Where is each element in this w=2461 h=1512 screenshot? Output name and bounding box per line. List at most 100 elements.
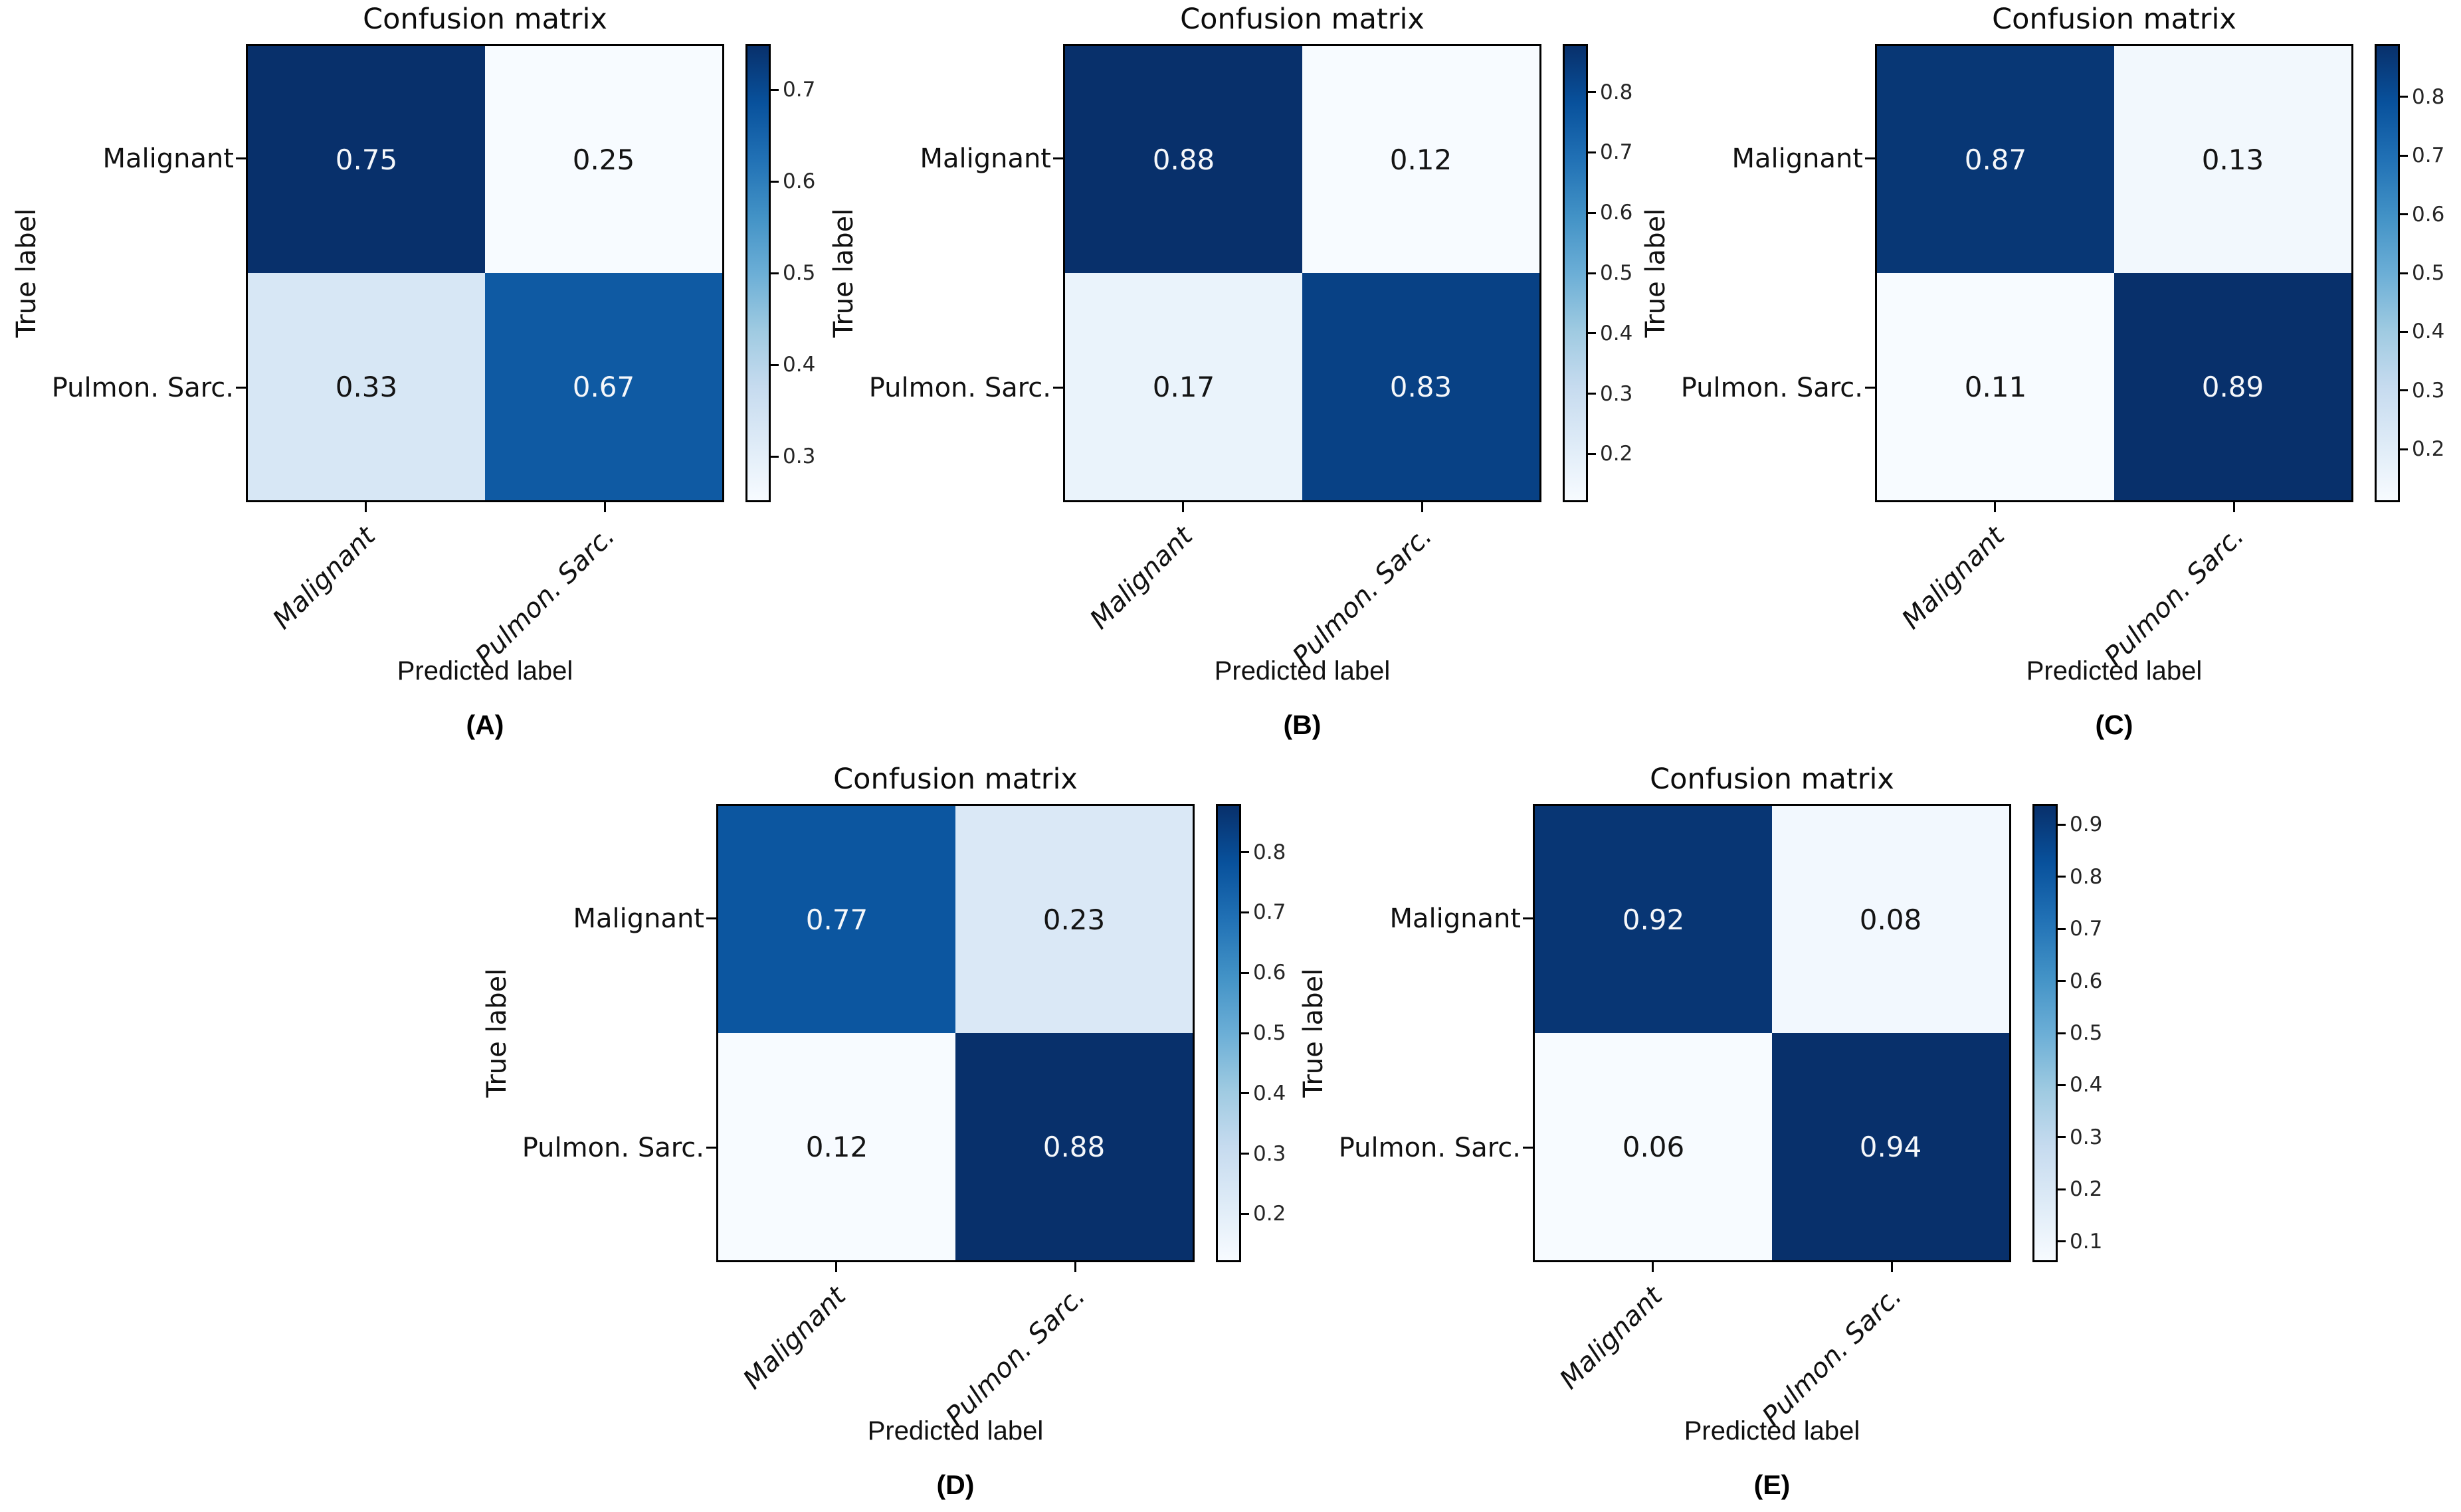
- matrix-cell-value: 0.94: [1859, 1130, 1922, 1163]
- y-tick-mark: [1865, 387, 1875, 389]
- matrix-cell-value: 0.75: [335, 143, 398, 176]
- colorbar-tick-mark: [1588, 393, 1596, 395]
- matrix-cell-value: 0.33: [335, 370, 398, 403]
- matrix-cell-value: 0.08: [1859, 903, 1922, 936]
- x-tick-label: Malignant: [267, 521, 382, 636]
- matrix-cell: 0.12: [1302, 46, 1539, 273]
- matrix-cell-value: 0.67: [572, 370, 635, 403]
- colorbar-tick-mark: [2058, 927, 2066, 930]
- panel-letter: (C): [2095, 709, 2133, 740]
- colorbar-tick-label: 0.8: [1253, 840, 1286, 864]
- x-tick-mark: [835, 1262, 837, 1272]
- colorbar-tick-label: 0.6: [1600, 201, 1633, 225]
- colorbar-tick-label: 0.5: [783, 261, 816, 285]
- colorbar-tick-mark: [771, 88, 779, 91]
- matrix-cell: 0.25: [485, 46, 722, 273]
- colorbar-tick-label: 0.7: [1253, 900, 1286, 925]
- x-tick-mark: [1074, 1262, 1076, 1272]
- y-tick-mark: [706, 917, 716, 919]
- colorbar-tick-label: 0.8: [2070, 864, 2103, 889]
- heatmap-matrix: 0.88 0.12 0.17 0.83: [1063, 44, 1541, 502]
- colorbar-tick-mark: [1241, 851, 1249, 854]
- colorbar-tick-mark: [1588, 91, 1596, 94]
- y-tick-mark: [236, 157, 246, 159]
- matrix-cell: 0.67: [485, 273, 722, 500]
- colorbar-tick-mark: [2058, 1136, 2066, 1139]
- colorbar-tick-label: 0.3: [1600, 381, 1633, 406]
- x-axis-label: Predicted label: [2026, 656, 2203, 686]
- matrix-cell-value: 0.83: [1389, 370, 1452, 403]
- x-tick-mark: [1421, 502, 1423, 512]
- colorbar-tick-mark: [1241, 1212, 1249, 1215]
- x-tick-mark: [1181, 502, 1184, 512]
- matrix-cell-value: 0.06: [1622, 1130, 1685, 1163]
- colorbar-tick-label: 0.3: [1253, 1141, 1286, 1166]
- matrix-cell-value: 0.92: [1622, 903, 1685, 936]
- y-axis-label: True label: [829, 208, 859, 338]
- colorbar-tick-label: 0.5: [1253, 1021, 1286, 1045]
- matrix-cell: 0.89: [2114, 273, 2351, 500]
- plot-title: Confusion matrix: [1650, 763, 1894, 796]
- y-axis-label: True label: [1298, 968, 1329, 1098]
- colorbar-tick-label: 0.4: [1253, 1081, 1286, 1105]
- colorbar-tick-mark: [2400, 96, 2408, 98]
- y-axis-label: True label: [1640, 208, 1671, 338]
- colorbar-tick-mark: [1588, 211, 1596, 214]
- colorbar-tick-label: 0.5: [2070, 1021, 2103, 1045]
- colorbar-tick-label: 0.2: [1600, 442, 1633, 466]
- colorbar-tick-label: 0.2: [1253, 1202, 1286, 1226]
- y-axis-label: True label: [482, 968, 512, 1098]
- colorbar-tick-mark: [2400, 448, 2408, 450]
- colorbar-tick-mark: [2058, 876, 2066, 878]
- matrix-cell-value: 0.87: [1964, 143, 2027, 176]
- matrix-cell: 0.08: [1772, 806, 2009, 1033]
- x-axis-label: Predicted label: [1214, 656, 1391, 686]
- matrix-cell: 0.87: [1877, 46, 2114, 273]
- colorbar-tick-label: 0.8: [1600, 80, 1633, 104]
- colorbar-tick-label: 0.4: [2412, 320, 2445, 344]
- colorbar-tick-label: 0.6: [783, 169, 816, 193]
- y-tick-label: Pulmon. Sarc.: [868, 372, 1051, 403]
- colorbar-tick-mark: [1588, 332, 1596, 335]
- y-tick-label: Malignant: [573, 903, 704, 934]
- y-tick-mark: [1053, 387, 1063, 389]
- y-tick-label: Malignant: [102, 143, 234, 174]
- colorbar-gradient: [745, 44, 771, 502]
- matrix-cell-value: 0.88: [1042, 1130, 1106, 1163]
- colorbar-tick-label: 0.6: [2412, 202, 2445, 227]
- colorbar-tick-label: 0.3: [2070, 1125, 2103, 1149]
- colorbar-tick-label: 0.3: [2412, 378, 2445, 403]
- matrix-cell-value: 0.25: [572, 143, 635, 176]
- panel-letter: (E): [1753, 1469, 1791, 1500]
- y-tick-label: Pulmon. Sarc.: [51, 372, 234, 403]
- x-axis-label: Predicted label: [1684, 1416, 1860, 1446]
- panel-letter: (D): [936, 1469, 975, 1500]
- colorbar-tick-label: 0.9: [2070, 812, 2103, 837]
- x-tick-label: Pulmon. Sarc.: [1756, 1281, 1908, 1432]
- y-tick-mark: [1053, 157, 1063, 159]
- colorbar-tick-label: 0.7: [2070, 917, 2103, 941]
- colorbar-tick-mark: [1588, 452, 1596, 455]
- y-tick-mark: [1523, 917, 1533, 919]
- colorbar-tick-label: 0.5: [2412, 261, 2445, 285]
- colorbar-tick-label: 0.6: [2070, 969, 2103, 993]
- colorbar-tick-mark: [1241, 911, 1249, 913]
- colorbar-tick-mark: [2058, 1032, 2066, 1034]
- colorbar-tick-mark: [1588, 272, 1596, 274]
- colorbar-tick-mark: [771, 363, 779, 366]
- colorbar-tick-mark: [771, 455, 779, 458]
- y-tick-label: Pulmon. Sarc.: [1680, 372, 1863, 403]
- y-tick-mark: [1865, 157, 1875, 159]
- heatmap-matrix: 0.92 0.08 0.06 0.94: [1533, 804, 2011, 1262]
- x-tick-mark: [2232, 502, 2235, 512]
- x-tick-label: Malignant: [1896, 521, 2011, 636]
- y-tick-label: Malignant: [1731, 143, 1863, 174]
- colorbar-tick-mark: [2058, 1084, 2066, 1086]
- colorbar-tick-label: 0.2: [2070, 1177, 2103, 1202]
- colorbar-tick-label: 0.1: [2070, 1229, 2103, 1254]
- x-tick-mark: [364, 502, 367, 512]
- colorbar-tick-label: 0.4: [1600, 321, 1633, 345]
- colorbar-tick-label: 0.5: [1600, 261, 1633, 285]
- matrix-cell-value: 0.89: [2201, 370, 2264, 403]
